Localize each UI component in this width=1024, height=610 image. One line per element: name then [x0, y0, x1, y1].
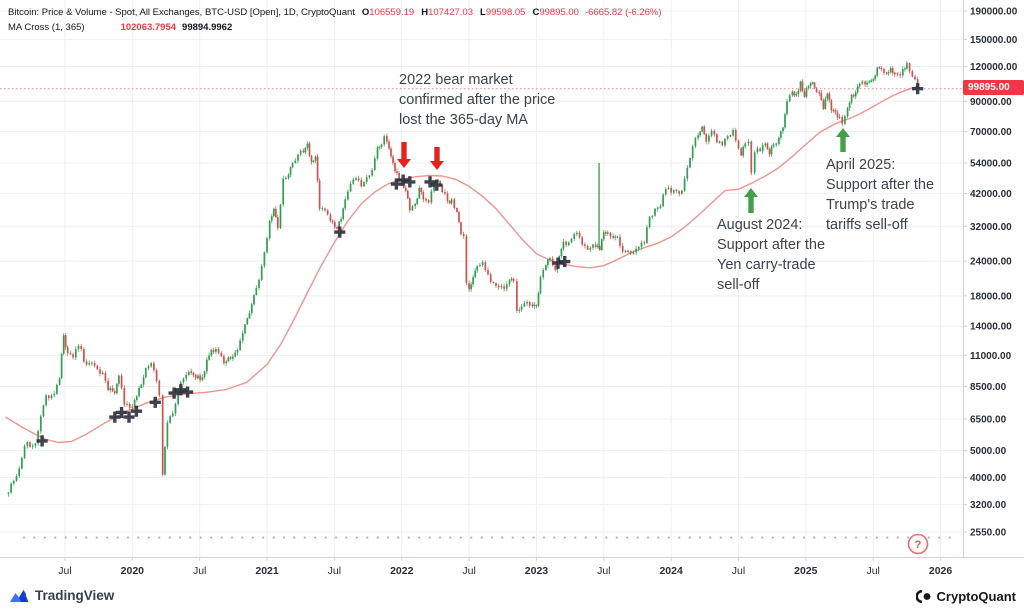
annotation-arrows [397, 128, 850, 213]
time-axis[interactable]: Jul 2020 Jul 2021 Jul 2022 Jul 2023 Jul 2024 Jul 20… [0, 557, 1024, 577]
price-axis-label: 6500.00 [970, 414, 1007, 425]
price-axis-label: 8500.00 [970, 382, 1007, 393]
high-label: H [421, 7, 429, 18]
price-axis-label: 3200.00 [970, 500, 1007, 511]
candlestick-series [7, 63, 919, 494]
cryptoquant-label: CryptoQuant [936, 589, 1016, 604]
time-axis-label: 2024 [659, 565, 683, 577]
indicator-row[interactable]: MA Cross (1, 365) 102063.7954 99894.9962 [8, 22, 232, 33]
time-axis-label: Jul [866, 565, 879, 577]
price-axis-label: 18000.00 [970, 291, 1012, 302]
indicator-ma1-value: 99894.9962 [182, 22, 233, 33]
price-axis-label: 11000.00 [970, 351, 1012, 362]
price-axis-label: 24000.00 [970, 257, 1012, 268]
price-axis-label: 150000.00 [970, 35, 1018, 46]
price-axis-label: 54000.00 [970, 159, 1012, 170]
time-axis-label: 2025 [794, 565, 818, 577]
tradingview-logo[interactable]: TradingView [10, 588, 114, 603]
price-change: -6665.82 (-6.26%) [584, 7, 662, 18]
cross-markers [36, 83, 924, 447]
annotation-2022-bear-market: 2022 bear market confirmed after the pri… [399, 72, 556, 128]
high-value: 107427.03 [428, 7, 474, 18]
close-value: 99895.00 [539, 7, 579, 18]
close-label: C [532, 7, 540, 18]
time-axis-label: 2020 [121, 565, 145, 577]
price-axis-label: 14000.00 [970, 322, 1012, 333]
price-axis-label: 42000.00 [970, 189, 1012, 200]
red-down-arrow-icon [397, 142, 411, 168]
cryptoquant-icon [915, 590, 932, 603]
price-axis-label: 2550.00 [970, 528, 1007, 539]
indicator-label: MA Cross (1, 365) [8, 22, 85, 33]
price-axis[interactable]: 190000.00 150000.00 120000.00 90000.00 70000… [963, 0, 1018, 557]
annotation-august-2024-support: August 2024: Support after the Yen carry… [717, 217, 826, 293]
green-up-arrow-icon [836, 128, 850, 152]
time-axis-label: Jul [193, 565, 206, 577]
grid [0, 0, 963, 557]
time-axis-label: 2026 [929, 565, 953, 577]
current-price-badge: 99895.00 [963, 80, 1024, 95]
ma-365-line [5, 85, 918, 444]
low-label: L [480, 7, 486, 18]
question-mark-icon[interactable]: ? [907, 533, 929, 555]
chart-title: Bitcoin: Price & Volume - Spot, All Exch… [8, 7, 355, 18]
open-label: O [361, 7, 370, 18]
indicator-dots [22, 536, 951, 539]
time-axis-label: Jul [462, 565, 475, 577]
open-value: 106559.19 [369, 7, 415, 18]
time-axis-label: 2022 [390, 565, 414, 577]
price-axis-label: 70000.00 [970, 127, 1012, 138]
time-axis-label: 2023 [525, 565, 549, 577]
time-axis-label: Jul [597, 565, 610, 577]
cryptoquant-logo[interactable]: CryptoQuant [915, 589, 1016, 604]
price-axis-label: 5000.00 [970, 446, 1007, 457]
tradingview-label: TradingView [35, 588, 115, 603]
time-axis-label: Jul [58, 565, 71, 577]
price-axis-label: 4000.00 [970, 473, 1007, 484]
chart-header: Bitcoin: Price & Volume - Spot, All Exch… [8, 7, 662, 18]
green-up-arrow-icon [744, 188, 758, 213]
time-axis-label: 2021 [255, 565, 279, 577]
low-value: 99598.05 [485, 7, 526, 18]
price-axis-label: 190000.00 [970, 7, 1018, 18]
price-axis-label: 32000.00 [970, 222, 1012, 233]
annotation-april-2025-support: April 2025: Support after the Trump's tr… [826, 157, 935, 233]
red-down-arrow-icon [430, 147, 444, 170]
time-axis-label: Jul [732, 565, 745, 577]
price-axis-label: 90000.00 [970, 97, 1012, 108]
indicator-ma365-value: 102063.7954 [120, 22, 177, 33]
tradingview-icon [10, 588, 29, 603]
svg-text:?: ? [915, 539, 922, 551]
price-axis-label: 120000.00 [970, 62, 1018, 73]
time-axis-label: Jul [328, 565, 341, 577]
